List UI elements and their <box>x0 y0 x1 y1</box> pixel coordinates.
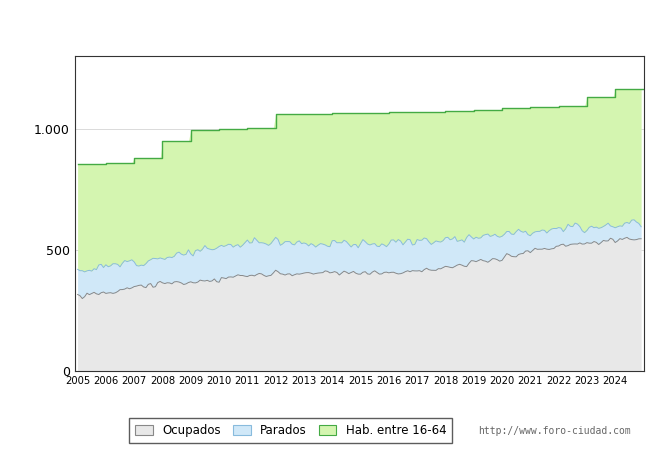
Text: Moraleja del Vino - Evolucion de la poblacion en edad de Trabajar Septiembre de : Moraleja del Vino - Evolucion de la pobl… <box>36 18 614 29</box>
Legend: Ocupados, Parados, Hab. entre 16-64: Ocupados, Parados, Hab. entre 16-64 <box>129 418 452 443</box>
Text: http://www.foro-ciudad.com: http://www.foro-ciudad.com <box>478 427 630 436</box>
